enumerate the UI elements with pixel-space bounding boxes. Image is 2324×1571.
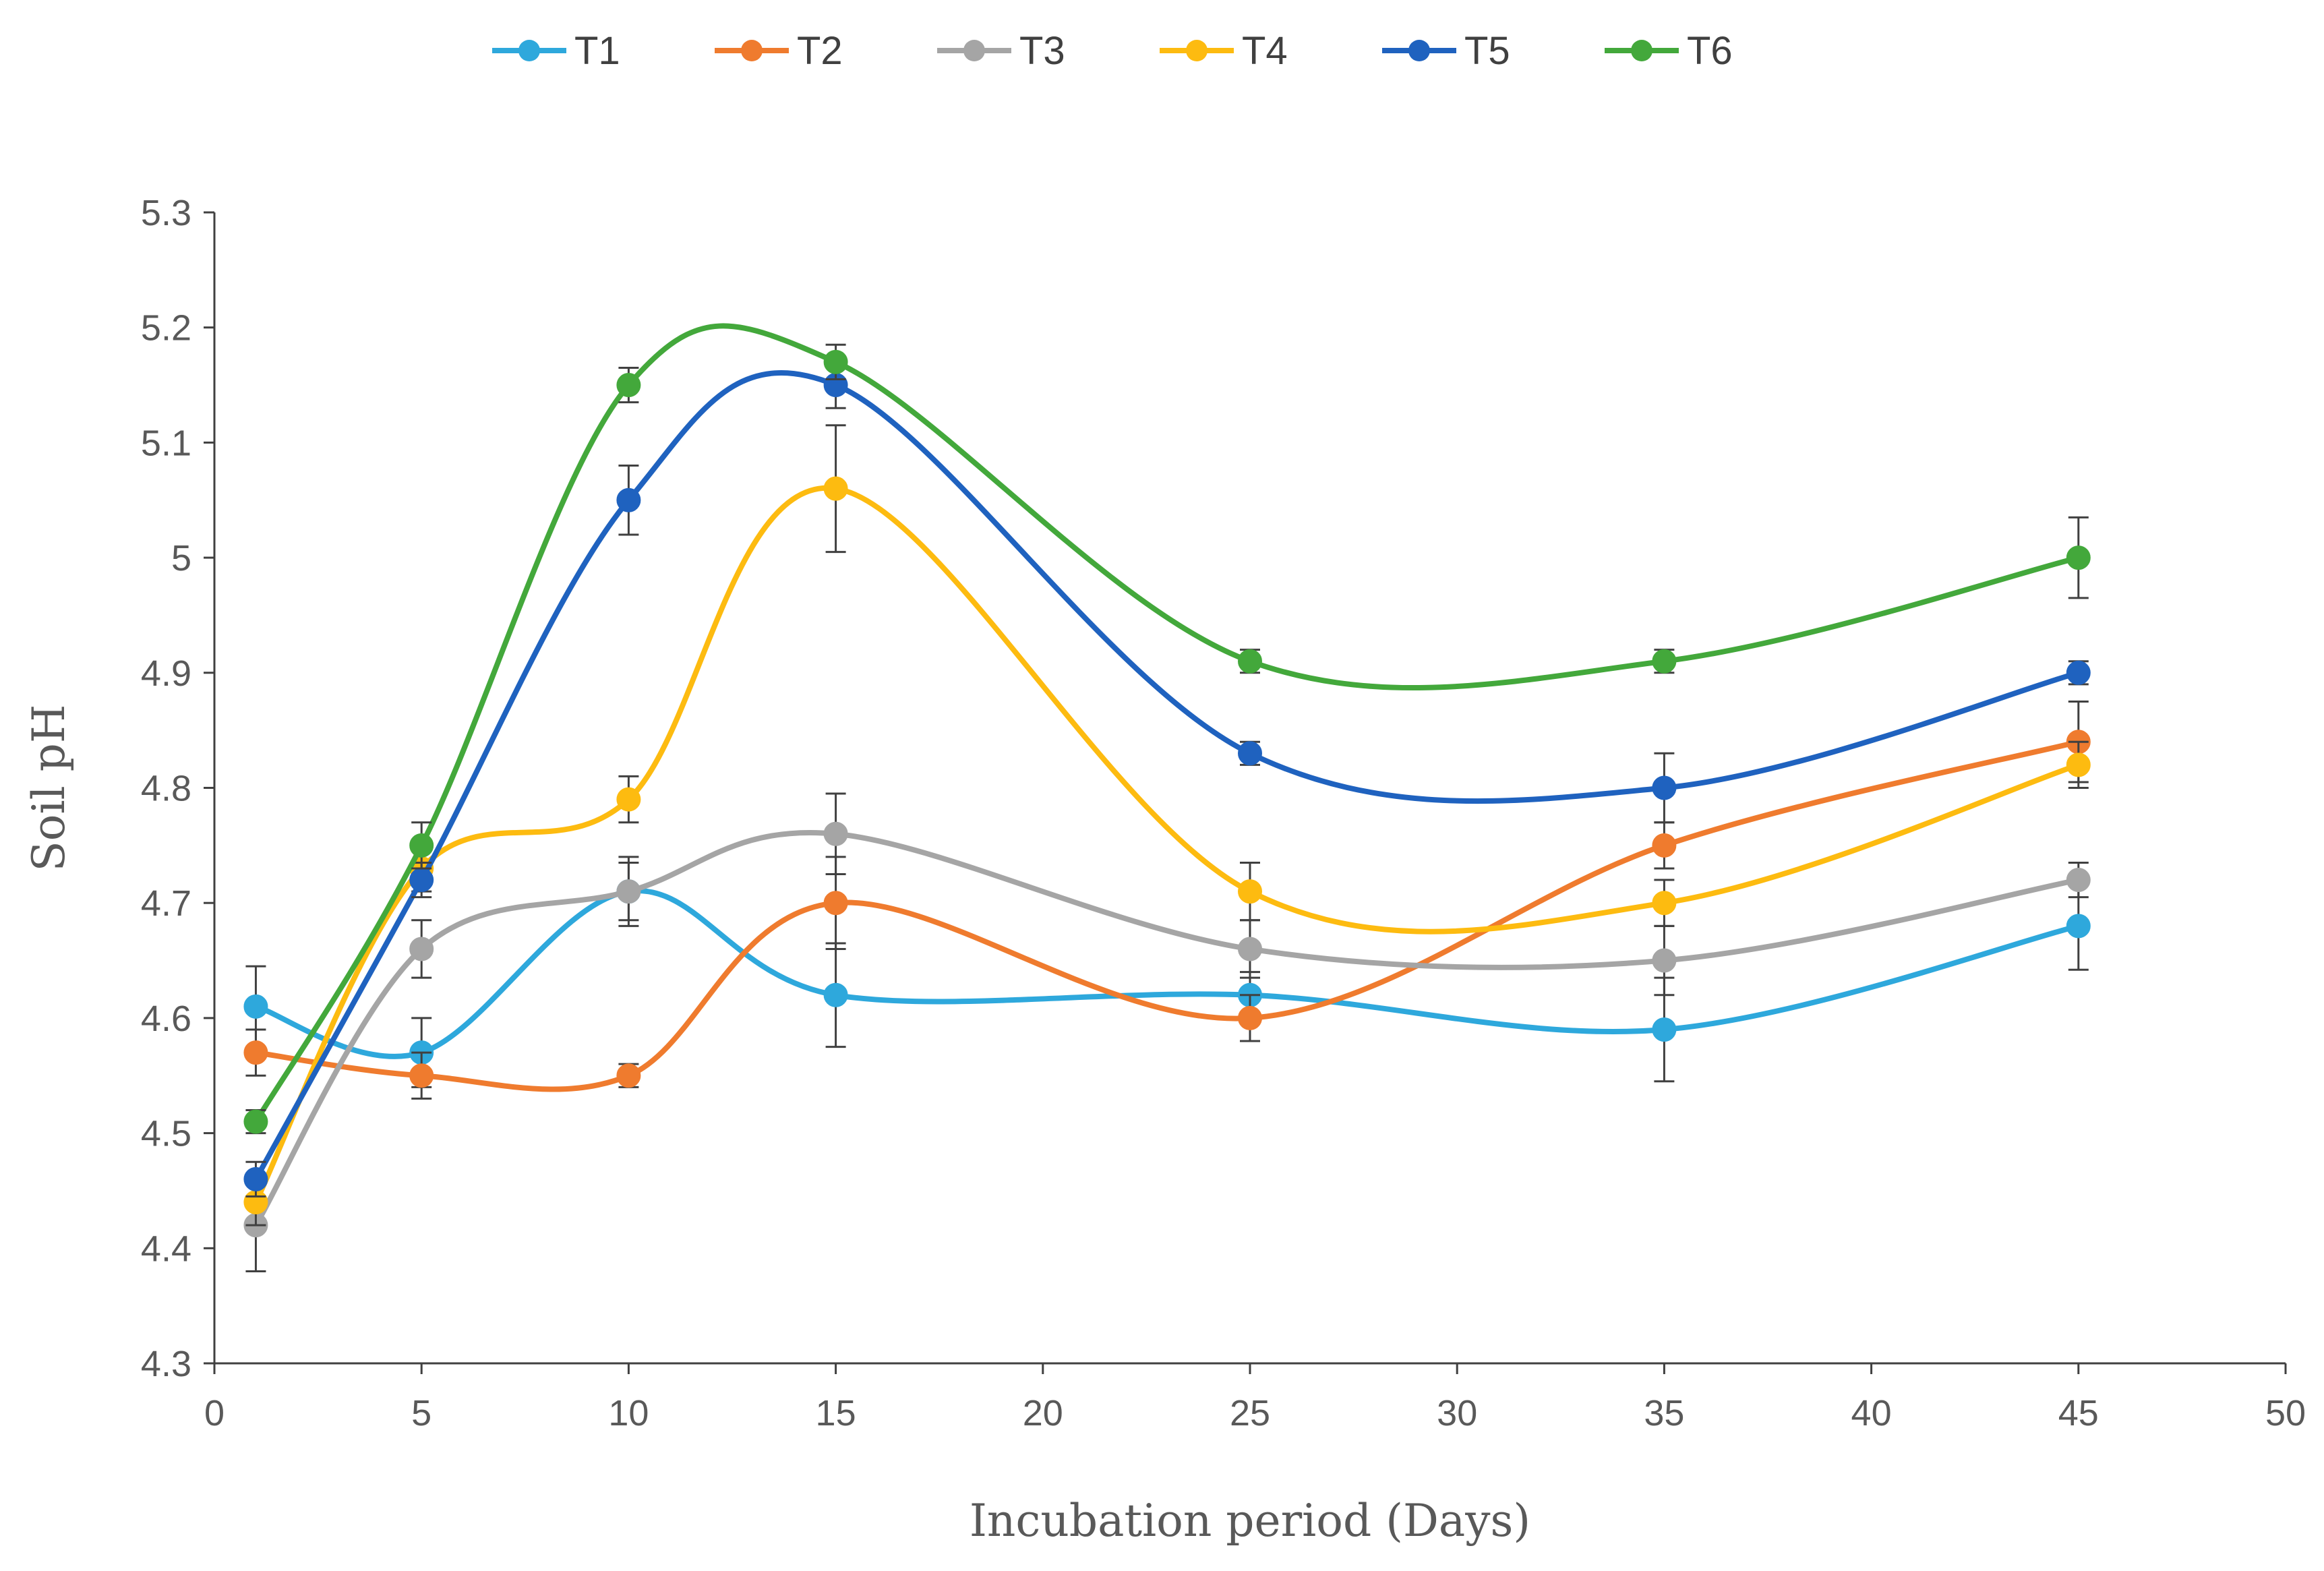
x-axis-title: Incubation period (Days) (970, 1495, 1530, 1547)
y-tick-label: 5.3 (141, 193, 191, 233)
x-tick-label: 20 (1023, 1393, 1063, 1433)
y-axis-title: Soil pH (23, 705, 75, 872)
legend-item-t1: T1 (492, 29, 620, 73)
data-point-t5 (409, 868, 434, 893)
data-point-t4 (1238, 879, 1262, 904)
data-point-t5 (2066, 660, 2091, 685)
y-tick-label: 4.6 (141, 999, 191, 1039)
legend-item-t2: T2 (715, 29, 843, 73)
legend-label: T5 (1464, 29, 1510, 73)
data-point-t6 (616, 373, 641, 398)
data-point-t4 (616, 787, 641, 812)
data-point-t1 (1652, 1017, 1677, 1042)
y-tick-label: 5.2 (141, 308, 191, 349)
series-line-t5 (253, 370, 2081, 1182)
x-tick-label: 15 (816, 1393, 856, 1433)
series-line-t4 (253, 485, 2081, 1206)
data-point-t1 (243, 994, 268, 1019)
legend-item-t5: T5 (1382, 29, 1510, 73)
legend-label: T4 (1242, 29, 1288, 73)
legend-swatch-marker (1408, 40, 1430, 61)
legend-swatch-marker (963, 40, 985, 61)
legend: T1 T2 T3 T4 T5 T6 (492, 29, 1733, 73)
data-point-t3 (1652, 948, 1677, 973)
x-tick-label: 5 (411, 1393, 431, 1433)
legend-label: T3 (1019, 29, 1065, 73)
data-point-t3 (823, 821, 848, 846)
series-t5 (243, 361, 2091, 1197)
series-t6 (243, 323, 2091, 1135)
legend-label: T1 (574, 29, 620, 73)
x-tick-label: 35 (1644, 1393, 1684, 1433)
y-tick-label: 4.4 (141, 1228, 191, 1269)
data-point-t2 (616, 1063, 641, 1088)
x-tick-label: 40 (1851, 1393, 1892, 1433)
series-t4 (243, 424, 2091, 1226)
y-tick-label: 4.9 (141, 653, 191, 694)
series-layer (243, 323, 2091, 1272)
data-point-t6 (1652, 649, 1677, 674)
legend-swatch-marker (1631, 40, 1652, 61)
data-point-t5 (243, 1166, 268, 1191)
x-tick-label: 10 (608, 1393, 649, 1433)
data-point-t5 (1652, 775, 1677, 800)
data-point-t4 (823, 476, 848, 501)
y-tick-label: 4.7 (141, 883, 191, 924)
y-tick-label: 4.3 (141, 1344, 191, 1384)
legend-item-t6: T6 (1605, 29, 1733, 73)
data-point-t2 (823, 891, 848, 916)
x-axis-ticks: 0 5 10 15 20 25 30 35 40 45 50 (204, 1363, 2306, 1433)
x-tick-label: 25 (1230, 1393, 1270, 1433)
y-tick-label: 4.8 (141, 769, 191, 809)
data-point-t6 (409, 833, 434, 858)
legend-item-t3: T3 (937, 29, 1065, 73)
series-line-t2 (253, 739, 2081, 1092)
legend-label: T2 (797, 29, 843, 73)
y-tick-label: 4.5 (141, 1114, 191, 1154)
series-t1 (243, 861, 2091, 1088)
y-axis-ticks: 4.3 4.4 4.5 4.6 4.7 4.8 4.9 5 5.1 5.2 5.3 (141, 193, 214, 1384)
data-point-t2 (1652, 833, 1677, 858)
legend-label: T6 (1687, 29, 1733, 73)
data-point-t2 (243, 1040, 268, 1065)
x-tick-label: 30 (1437, 1393, 1477, 1433)
data-point-t2 (1238, 1005, 1262, 1030)
data-point-t4 (1652, 891, 1677, 916)
data-point-t6 (243, 1109, 268, 1134)
axes: 0 5 10 15 20 25 30 35 40 45 50 4.34.44.54.64.74.84… (141, 193, 2306, 1433)
legend-swatch-marker (741, 40, 763, 61)
series-line-t1 (253, 888, 2081, 1059)
data-point-t6 (823, 349, 848, 374)
data-point-t3 (1238, 937, 1262, 961)
legend-swatch-marker (518, 40, 540, 61)
series-t3 (243, 792, 2091, 1272)
data-point-t1 (823, 982, 848, 1007)
data-point-t1 (2066, 914, 2091, 939)
y-tick-label: 5 (171, 538, 191, 579)
data-point-t6 (1238, 649, 1262, 674)
series-t2 (243, 700, 2091, 1100)
x-tick-label: 0 (204, 1393, 225, 1433)
data-point-t2 (409, 1063, 434, 1088)
legend-item-t4: T4 (1160, 29, 1288, 73)
data-point-t5 (616, 487, 641, 512)
x-tick-label: 50 (2265, 1393, 2306, 1433)
legend-swatch-marker (1186, 40, 1208, 61)
series-line-t3 (253, 829, 2081, 1228)
data-point-t6 (2066, 545, 2091, 570)
data-point-t3 (409, 937, 434, 961)
data-point-t4 (2066, 752, 2091, 777)
data-point-t3 (2066, 868, 2091, 893)
y-tick-label: 5.1 (141, 423, 191, 463)
data-point-t3 (616, 879, 641, 904)
data-point-t5 (1238, 741, 1262, 766)
x-tick-label: 45 (2058, 1393, 2099, 1433)
